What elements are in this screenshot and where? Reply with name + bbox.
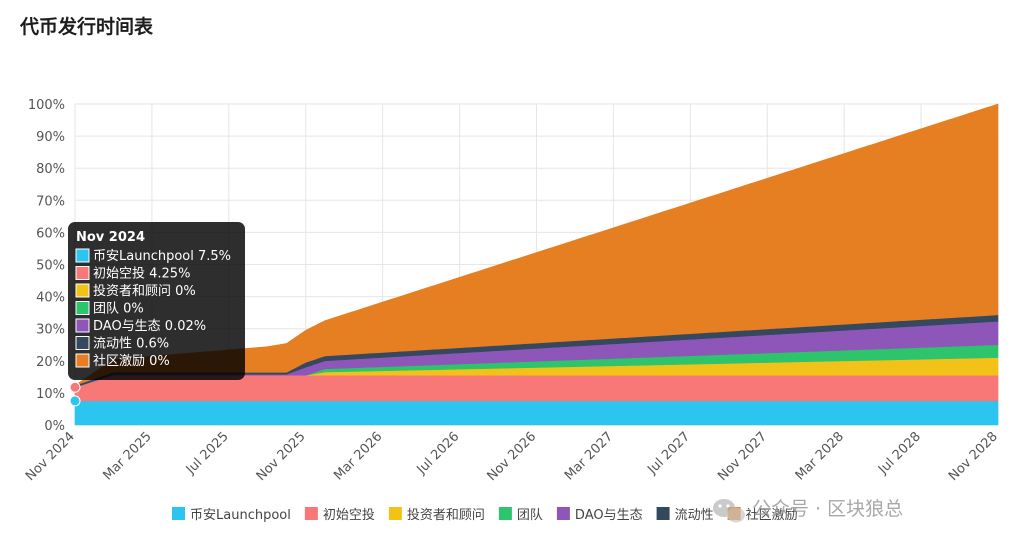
- x-tick-label: Mar 2025: [100, 429, 154, 483]
- tooltip-swatch: [75, 301, 90, 315]
- x-tick-label: Mar 2028: [793, 429, 847, 483]
- legend-swatch: [498, 507, 512, 520]
- tooltip-row: 币安Launchpool 7.5%: [93, 249, 231, 264]
- x-tick-label: Mar 2027: [562, 429, 616, 483]
- legend-label: 团队: [517, 508, 543, 523]
- area-series: [74, 400, 999, 426]
- tooltip-row: 初始空投 4.25%: [93, 266, 190, 282]
- tooltip-swatch: [75, 318, 90, 333]
- y-tick-label: 10%: [36, 387, 65, 402]
- tooltip-row: 投资者和顾问 0%: [93, 283, 196, 299]
- tooltip-title: Nov 2024: [76, 230, 145, 245]
- x-tick-label: Jul 2027: [644, 429, 693, 478]
- wechat-icon: [713, 499, 745, 523]
- y-tick-label: 30%: [36, 323, 65, 338]
- x-tick-label: Mar 2026: [331, 429, 385, 483]
- x-tick-label: Nov 2025: [254, 429, 309, 484]
- stacked-areas: [74, 103, 999, 426]
- y-tick-label: 20%: [36, 355, 65, 370]
- area-series: [74, 103, 999, 386]
- x-tick-label: Jul 2025: [183, 429, 232, 478]
- legend-item[interactable]: 币安Launchpool: [172, 507, 291, 523]
- y-tick-label: 90%: [36, 130, 65, 145]
- y-tick-label: 80%: [36, 162, 65, 177]
- watermark-text: 公众号 · 区块狼总: [752, 498, 903, 520]
- tooltip-swatch: [75, 336, 90, 350]
- tooltip-row: 流动性 0.6%: [93, 337, 169, 352]
- tooltip-box: [68, 222, 245, 380]
- legend[interactable]: 币安Launchpool 初始空投 投资者和顾问 团队 DAO与生态 流动性 社区激励: [172, 507, 798, 523]
- legend-label: 投资者和顾问: [407, 507, 485, 523]
- x-tick-label: Jul 2026: [414, 429, 463, 478]
- x-tick-label: Jul 2028: [875, 429, 924, 478]
- y-tick-label: 100%: [28, 98, 65, 113]
- tooltip-swatch: [75, 248, 90, 263]
- legend-swatch: [556, 507, 570, 520]
- tooltip: Nov 2024 币安Launchpool 7.5% 初始空投 4.25%投资者和顾…: [68, 222, 245, 380]
- legend-label: 社区激励: [746, 507, 798, 523]
- legend-label: 币安Launchpool: [190, 508, 291, 523]
- y-tick-label: 0%: [44, 419, 65, 434]
- x-tick-label: Nov 2028: [946, 429, 1001, 484]
- legend-label: 初始空投: [323, 507, 375, 523]
- legend-label: 流动性: [675, 508, 714, 523]
- legend-swatch: [172, 507, 185, 520]
- data-point-marker[interactable]: [69, 381, 81, 393]
- x-tick-label: Nov 2024: [23, 429, 78, 484]
- legend-swatch: [656, 507, 670, 520]
- tooltip-row: 团队 0%: [93, 302, 144, 317]
- legend-swatch: [388, 507, 402, 520]
- y-tick-label: 70%: [36, 194, 65, 209]
- legend-label: DAO与生态: [575, 508, 643, 523]
- x-tick-label: Nov 2027: [715, 429, 770, 484]
- tooltip-row: 社区激励 0%: [93, 353, 170, 369]
- page-title: 代币发行时间表: [20, 16, 154, 38]
- legend-item[interactable]: DAO与生态: [556, 507, 643, 523]
- tooltip-swatch: [75, 266, 90, 280]
- legend-item[interactable]: 初始空投: [304, 507, 375, 523]
- tooltip-row: DAO与生态 0.02%: [93, 319, 206, 334]
- tooltip-swatch: [75, 283, 90, 298]
- data-point-marker[interactable]: [69, 395, 81, 407]
- legend-item[interactable]: 流动性: [656, 507, 714, 523]
- y-tick-label: 50%: [36, 259, 65, 274]
- y-tick-label: 60%: [36, 226, 65, 241]
- x-tick-label: Nov 2026: [484, 429, 539, 484]
- y-tick-label: 40%: [36, 291, 65, 306]
- legend-item[interactable]: 团队: [498, 507, 543, 523]
- tooltip-swatch: [75, 353, 90, 368]
- legend-swatch: [304, 507, 318, 520]
- watermark: 公众号 · 区块狼总: [713, 498, 903, 523]
- legend-item[interactable]: 投资者和顾问: [388, 507, 485, 523]
